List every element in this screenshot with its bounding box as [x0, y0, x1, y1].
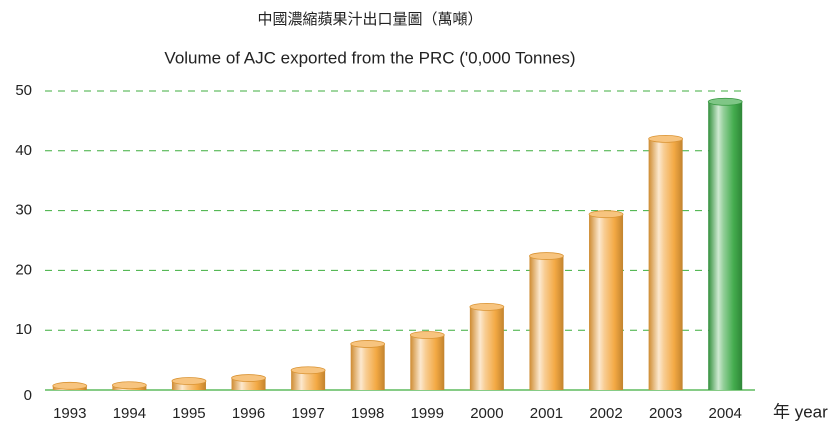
bar-cap	[231, 374, 266, 382]
y-tick-label: 20	[15, 261, 32, 278]
y-tick-label: 40	[15, 142, 32, 159]
x-tick-label: 1994	[113, 405, 146, 422]
x-tick-label: 1999	[411, 405, 444, 422]
y-tick-label: 10	[15, 321, 32, 338]
bar	[231, 378, 266, 390]
bar-cap	[707, 97, 743, 106]
x-tick-label: 2003	[649, 405, 682, 422]
bar	[529, 256, 564, 390]
bar	[469, 306, 504, 390]
x-tick-label: 2002	[589, 405, 622, 422]
x-tick-label: 1998	[351, 405, 384, 422]
bar	[708, 101, 743, 390]
bar-cap	[469, 302, 505, 311]
bar-cap	[588, 210, 624, 219]
bar	[350, 343, 385, 390]
bar	[410, 334, 445, 390]
x-axis-label: 年 year	[773, 402, 828, 421]
bar-cap	[648, 134, 684, 143]
y-tick-label: 50	[15, 82, 32, 99]
x-tick-label: 1995	[172, 405, 205, 422]
chart-title: 中國濃縮蘋果汁出口量圖（萬噸）	[257, 10, 482, 28]
bar-cap	[290, 366, 326, 375]
bar-cap	[111, 381, 147, 390]
bar	[589, 214, 624, 390]
bar-cap	[409, 331, 445, 339]
chart-subtitle: Volume of AJC exported from the PRC ('0,…	[164, 48, 575, 67]
x-tick-label: 1997	[291, 405, 324, 422]
x-tick-label: 2004	[709, 405, 742, 422]
bar-cap	[529, 252, 564, 260]
x-tick-label: 1996	[232, 405, 265, 422]
bar-cap	[52, 381, 88, 390]
x-tick-label: 2001	[530, 405, 563, 422]
bar	[291, 370, 326, 390]
bar-cap	[171, 377, 207, 385]
y-tick-label: 0	[24, 387, 32, 404]
y-tick-label: 30	[15, 202, 32, 219]
bar	[171, 381, 206, 390]
bar-cap	[350, 340, 386, 348]
bar	[648, 138, 683, 390]
x-tick-label: 1993	[53, 405, 86, 422]
x-tick-label: 2000	[470, 405, 503, 422]
